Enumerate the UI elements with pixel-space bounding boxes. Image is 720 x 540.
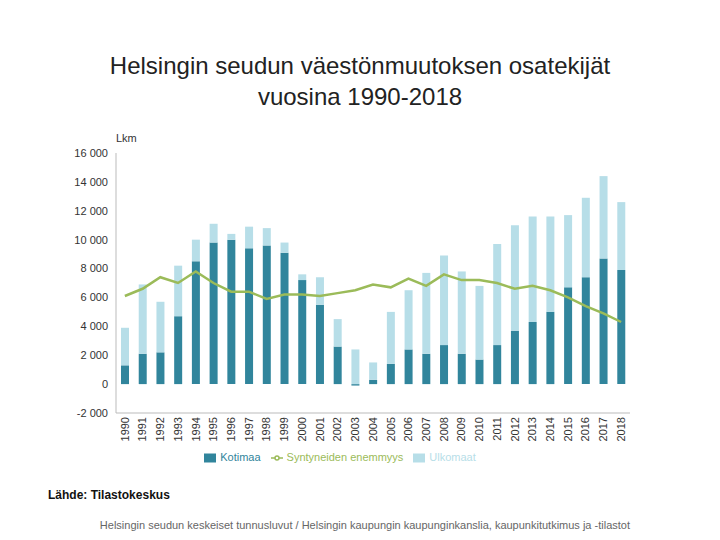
svg-text:10 000: 10 000: [74, 234, 108, 246]
svg-text:2015: 2015: [562, 417, 574, 441]
svg-text:2002: 2002: [331, 417, 343, 441]
html-text:Kotimaa: Kotimaa: [220, 451, 261, 463]
svg-text:1995: 1995: [207, 417, 219, 441]
svg-text:0: 0: [102, 378, 108, 390]
svg-text:1999: 1999: [278, 417, 290, 441]
svg-text:2004: 2004: [367, 417, 379, 441]
svg-text:2016: 2016: [579, 417, 591, 441]
svg-text:2009: 2009: [455, 417, 467, 441]
svg-text:2005: 2005: [385, 417, 397, 441]
svg-text:-2 000: -2 000: [77, 407, 108, 419]
html-text:Helsingin seudun väestönmuutok: Helsingin seudun väestönmuutoksen osatek…: [109, 52, 611, 110]
svg-text:6 000: 6 000: [80, 291, 108, 303]
svg-text:2012: 2012: [509, 417, 521, 441]
svg-text:1997: 1997: [243, 417, 255, 441]
svg-text:1994: 1994: [190, 417, 202, 441]
svg-text:2011: 2011: [491, 417, 503, 441]
svg-text:1996: 1996: [225, 417, 237, 441]
svg-text:2010: 2010: [473, 417, 485, 441]
svg-text:2008: 2008: [438, 417, 450, 441]
html-text:Lähde: Tilastokeskus: Lähde: Tilastokeskus: [48, 488, 170, 502]
svg-text:8 000: 8 000: [80, 262, 108, 274]
svg-text:1991: 1991: [136, 417, 148, 441]
svg-text:2017: 2017: [597, 417, 609, 441]
svg-text:2000: 2000: [296, 417, 308, 441]
svg-text:2007: 2007: [420, 417, 432, 441]
svg-text:2003: 2003: [349, 417, 361, 441]
html-text:Helsingin seudun keskeiset tun: Helsingin seudun keskeiset tunnusluvut /…: [99, 519, 630, 531]
svg-text:14 000: 14 000: [74, 176, 108, 188]
svg-text:16 000: 16 000: [74, 147, 108, 159]
svg-text:12 000: 12 000: [74, 205, 108, 217]
svg-text:1993: 1993: [172, 417, 184, 441]
html-text:Lkm: Lkm: [116, 132, 137, 144]
svg-text:2001: 2001: [314, 417, 326, 441]
svg-text:2013: 2013: [526, 417, 538, 441]
svg-text:1992: 1992: [154, 417, 166, 441]
svg-text:2006: 2006: [402, 417, 414, 441]
svg-text:1990: 1990: [119, 417, 131, 441]
svg-text:2 000: 2 000: [80, 349, 108, 361]
html-text:Ulkomaat: Ulkomaat: [429, 451, 476, 463]
svg-text:4 000: 4 000: [80, 320, 108, 332]
svg-text:1998: 1998: [260, 417, 272, 441]
svg-text:2018: 2018: [615, 417, 627, 441]
svg-text:2014: 2014: [544, 417, 556, 441]
html-text:Syntyneiden enemmyys: Syntyneiden enemmyys: [286, 451, 404, 463]
